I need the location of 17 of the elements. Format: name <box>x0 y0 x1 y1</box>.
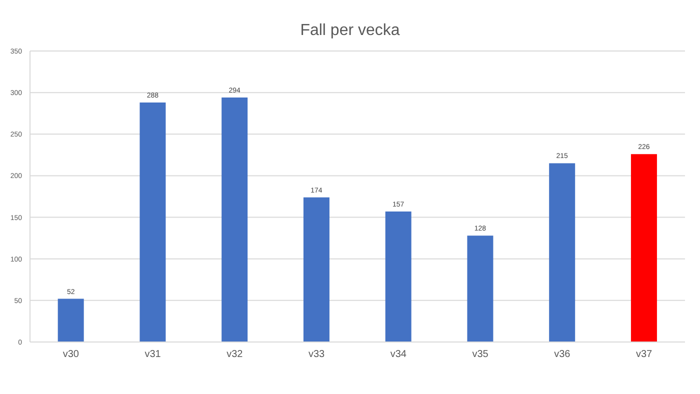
bar <box>467 236 494 342</box>
bar <box>58 298 84 342</box>
bar <box>549 163 576 342</box>
x-tick-label: v32 <box>226 349 244 360</box>
bar <box>222 98 248 342</box>
bar <box>385 211 412 342</box>
x-tick-label: v30 <box>62 349 80 360</box>
x-tick-label: v36 <box>554 349 571 360</box>
bar <box>630 154 657 342</box>
bar <box>140 102 166 342</box>
chart-title: Fall per vecka <box>299 22 401 40</box>
x-tick-label: v35 <box>472 349 489 360</box>
bar <box>303 197 330 342</box>
x-tick-label: v34 <box>390 349 407 360</box>
x-tick-label: v33 <box>308 349 326 360</box>
x-tick-label: v37 <box>636 349 653 360</box>
x-tick-label: v31 <box>144 349 162 360</box>
